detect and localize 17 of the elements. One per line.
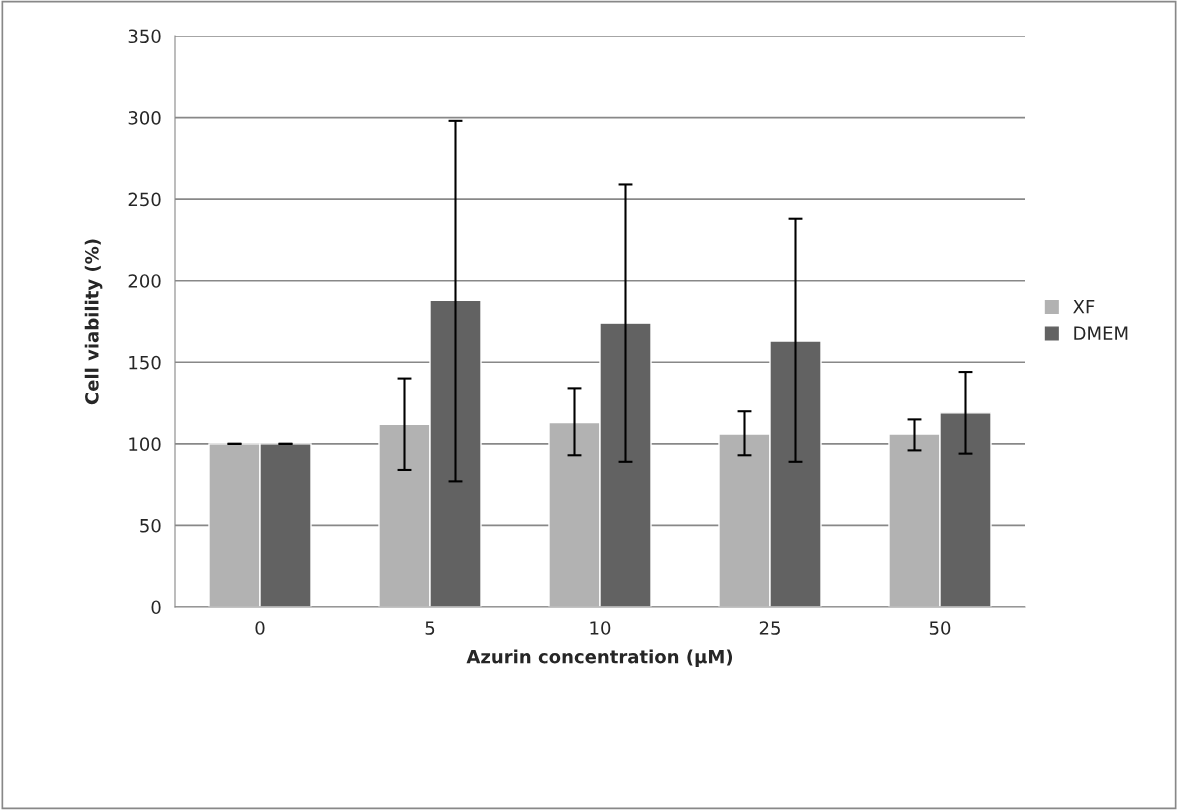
y-tick-label: 300: [128, 111, 161, 125]
x-tick-label: 0: [255, 621, 265, 635]
x-tick-label: 25: [759, 621, 780, 635]
y-tick-label: 100: [129, 437, 161, 451]
y-axis-title: Cell viability (%): [84, 239, 103, 405]
legend-label: DMEM: [1074, 326, 1128, 340]
y-tick-label: 250: [128, 192, 161, 207]
x-tick-label: 10: [590, 621, 611, 635]
x-tick-label: 5: [425, 621, 435, 635]
x-tick-label: 50: [929, 621, 951, 635]
y-tick-label: 350: [128, 29, 161, 44]
y-tick-label: 150: [129, 355, 161, 370]
y-tick-label: 0: [151, 600, 161, 615]
x-axis-title: Azurin concentration (µM): [466, 649, 733, 667]
y-tick-label: 200: [128, 274, 161, 288]
y-tick-label: 50: [140, 518, 161, 533]
legend-label: XF: [1073, 300, 1095, 314]
